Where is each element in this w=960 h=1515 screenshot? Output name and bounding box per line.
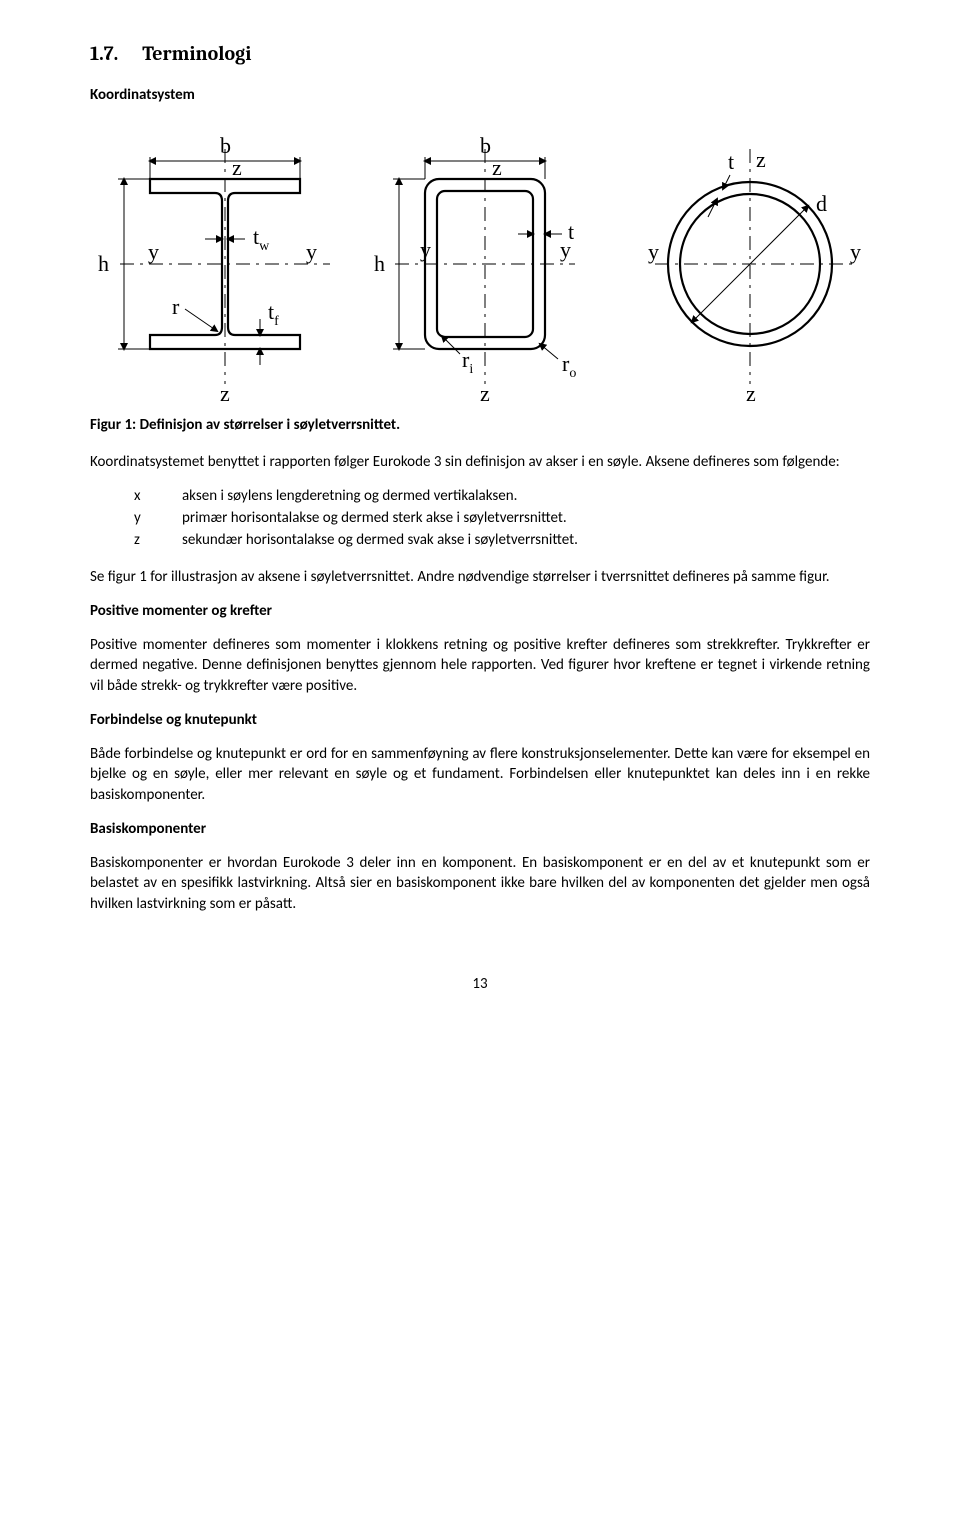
axis-desc: aksen i søylens lengderetning og dermed … <box>182 486 517 506</box>
section-heading: 1.7. Terminologi <box>90 40 870 67</box>
axis-row: x aksen i søylens lengderetning og derme… <box>134 486 870 506</box>
rhs-y-left: y <box>420 237 431 262</box>
chs-z-top: z <box>756 147 766 172</box>
figure-1-svg: b h z z y y tw r tf b <box>90 119 870 409</box>
rhs-h: h <box>374 251 385 276</box>
section-number: 1.7. <box>90 42 118 65</box>
rhs-z-bot: z <box>480 381 490 406</box>
axis-row: z sekundær horisontalakse og dermed svak… <box>134 530 870 550</box>
axis-key: z <box>134 530 182 550</box>
paragraph-4: Både forbindelse og knutepunkt er ord fo… <box>90 744 870 805</box>
chs-y-right: y <box>850 239 861 264</box>
subheading-positive: Positive momenter og krefter <box>90 601 870 621</box>
rhs-z-top: z <box>492 155 502 180</box>
rhs-ri: ri <box>462 347 473 377</box>
ibeam-tw: tw <box>253 224 270 254</box>
subheading-koordinatsystem: Koordinatsystem <box>90 85 870 105</box>
rhs-t: t <box>568 219 574 244</box>
ibeam-b-label: b <box>220 133 231 158</box>
subheading-forbindelse: Forbindelse og knutepunkt <box>90 710 870 730</box>
ibeam-tf: tf <box>268 299 279 329</box>
ibeam-y-left: y <box>148 239 159 264</box>
paragraph-2: Se figur 1 for illustrasjon av aksene i … <box>90 567 870 587</box>
paragraph-3: Positive momenter defineres som momenter… <box>90 635 870 696</box>
rhs-ro: ro <box>562 351 576 381</box>
section-title: Terminologi <box>142 42 251 65</box>
page-number: 13 <box>90 974 870 994</box>
chs-t: t <box>728 149 734 174</box>
axis-key: x <box>134 486 182 506</box>
subheading-basiskomponenter: Basiskomponenter <box>90 819 870 839</box>
ibeam-y-right: y <box>306 239 317 264</box>
ibeam-z-bot: z <box>220 381 230 406</box>
axis-definitions: x aksen i søylens lengderetning og derme… <box>134 486 870 551</box>
axis-desc: primær horisontalakse og dermed sterk ak… <box>182 508 567 528</box>
ibeam-h-label: h <box>98 251 109 276</box>
chs-z-bot: z <box>746 381 756 406</box>
chs-y-left: y <box>648 239 659 264</box>
axis-row: y primær horisontalakse og dermed sterk … <box>134 508 870 528</box>
figure-1-caption: Figur 1: Definisjon av størrelser i søyl… <box>90 415 870 435</box>
axis-key: y <box>134 508 182 528</box>
chs-d: d <box>816 191 827 216</box>
ibeam-r: r <box>172 294 180 319</box>
ibeam-z-top: z <box>232 155 242 180</box>
axis-desc: sekundær horisontalakse og dermed svak a… <box>182 530 578 550</box>
paragraph-5: Basiskomponenter er hvordan Eurokode 3 d… <box>90 853 870 914</box>
paragraph-1: Koordinatsystemet benyttet i rapporten f… <box>90 452 870 472</box>
rhs-b: b <box>480 133 491 158</box>
